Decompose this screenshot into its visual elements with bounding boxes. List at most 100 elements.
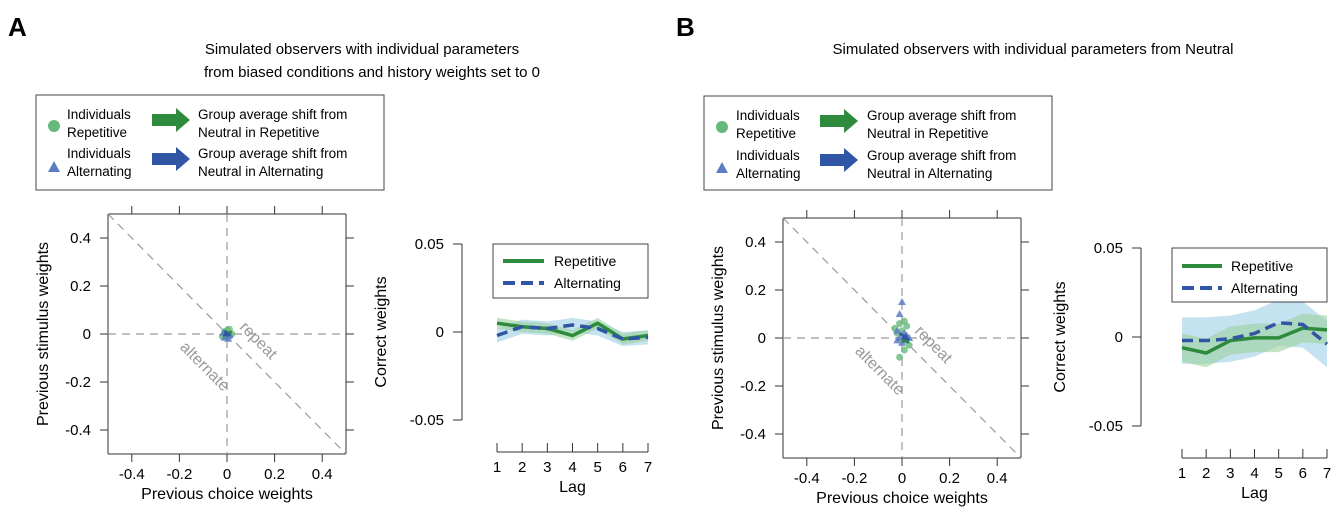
line-legend-alternating: Alternating (554, 275, 621, 291)
repetitive-arrow-icon (820, 109, 858, 133)
repetitive-point (903, 322, 911, 330)
y-tick-label: -0.4 (740, 426, 766, 443)
y-tick-label: 0 (758, 330, 766, 347)
panel-title-line-1: Simulated observers with individual para… (832, 41, 1233, 58)
repetitive-point (905, 341, 913, 349)
legend-shift-alt-1: Group average shift from (867, 148, 1016, 163)
x-tick-label: 6 (619, 459, 627, 476)
repeat-annotation: repeat (236, 319, 280, 364)
x-tick-label: -0.2 (841, 470, 867, 487)
x-tick-label: 3 (1226, 465, 1234, 482)
legend-ind-rep-2: Repetitive (736, 126, 796, 141)
alternating-series-line (496, 323, 649, 341)
legend-shift-rep-1: Group average shift from (198, 107, 347, 122)
alternating-point (893, 326, 902, 334)
legend-shift-rep-2: Neutral in Repetitive (867, 126, 989, 141)
y-tick-label: -0.2 (65, 374, 91, 391)
repetitive-circle-icon (716, 121, 728, 133)
alternating-triangle-icon (48, 161, 60, 172)
line-plot-a: 0.05 0 -0.05 Correct weights 1 2 3 4 5 6 7 Lag (373, 236, 652, 496)
legend-ind-alt-2: Alternating (67, 164, 132, 179)
y-tick-label: 0.2 (70, 278, 91, 295)
panel-title-line-1: Simulated observers with individual para… (205, 41, 519, 58)
group-shift-arrowhead (222, 329, 231, 337)
line-legend-repetitive: Repetitive (1231, 258, 1293, 274)
x-tick-label: 4 (1250, 465, 1258, 482)
y-tick-label: 0.4 (745, 234, 766, 251)
x-tick-label: 5 (593, 459, 601, 476)
repetitive-circle-icon (48, 120, 60, 132)
x-tick-label: 1 (1178, 465, 1186, 482)
line-plot-b: 0.05 0 -0.05 Correct weights 1 2 3 4 5 6 7 Lag (1052, 240, 1331, 502)
legend-ind-alt-1: Individuals (67, 146, 131, 161)
x-tick-label: 2 (518, 459, 526, 476)
x-tick-label: 7 (1323, 465, 1331, 482)
x-tick-label: -0.2 (166, 466, 192, 483)
alternating-arrow-icon (152, 147, 190, 171)
repetitive-point (896, 353, 904, 361)
x-tick-label: 0.2 (264, 466, 285, 483)
alternating-series-line (1182, 321, 1329, 346)
scatter-plot-b: -0.4 -0.2 0 0.2 0.4 0.4 0.2 0 -0.2 -0.4 Previous c… (710, 210, 1029, 507)
y-tick-label: 0.05 (415, 236, 444, 253)
panel-letter: A (8, 12, 27, 42)
x-tick-label: 0 (223, 466, 231, 483)
confidence-band (1182, 313, 1327, 368)
panel-title-line-2: from biased conditions and history weigh… (204, 64, 540, 81)
alternating-point (898, 298, 906, 305)
group-shift-arrowhead (901, 333, 910, 341)
y-tick-label: 0 (83, 326, 91, 343)
y-tick-label: 0 (436, 324, 444, 341)
x-tick-label: 5 (1274, 465, 1282, 482)
x-tick-label: -0.4 (794, 470, 820, 487)
legend-ind-alt-2: Alternating (736, 166, 801, 181)
legend-ind-alt-1: Individuals (736, 148, 800, 163)
line-legend-a: Repetitive Alternating (492, 243, 649, 299)
line-legend-alternating: Alternating (1231, 280, 1298, 296)
alternate-annotation: alternate (176, 339, 232, 395)
legend-shift-alt-1: Group average shift from (198, 146, 347, 161)
x-axis-label: Lag (559, 479, 586, 496)
legend-box: Individuals Repetitive Group average shi… (703, 95, 1053, 191)
legend-ind-rep-1: Individuals (736, 108, 800, 123)
y-axis-label: Previous stimulus weights (710, 246, 727, 430)
alternating-arrow-icon (820, 148, 858, 172)
line-legend-b: Repetitive Alternating (1171, 247, 1328, 303)
alternating-point (224, 334, 233, 342)
x-tick-label: 0.4 (987, 470, 1008, 487)
repetitive-point (900, 346, 908, 354)
x-tick-label: 0.4 (312, 466, 333, 483)
y-axis-label: Correct weights (1052, 281, 1069, 392)
y-axis-label: Correct weights (373, 276, 390, 387)
x-tick-label: 3 (543, 459, 551, 476)
alternating-point (895, 310, 904, 317)
x-axis-label: Previous choice weights (816, 490, 988, 507)
x-tick-label: 7 (644, 459, 652, 476)
legend-shift-rep-1: Group average shift from (867, 108, 1016, 123)
panel-b: B Simulated observers with individual pa… (676, 12, 1331, 507)
alternate-annotation: alternate (851, 343, 907, 399)
y-tick-label: -0.05 (1089, 418, 1123, 435)
repeat-annotation: repeat (911, 323, 955, 368)
scatter-plot-a: -0.4 -0.2 0 0.2 0.4 0.4 0.2 0 -0.2 -0.4 Previous c… (35, 206, 354, 503)
y-tick-label: 0 (1115, 329, 1123, 346)
legend-box: Individuals Repetitive Group average shi… (35, 94, 385, 191)
y-tick-label: 0.05 (1094, 240, 1123, 257)
legend-shift-rep-2: Neutral in Repetitive (198, 125, 320, 140)
x-axis-label: Previous choice weights (141, 486, 313, 503)
legend-ind-rep-1: Individuals (67, 107, 131, 122)
y-tick-label: 0.2 (745, 282, 766, 299)
line-legend-repetitive: Repetitive (554, 253, 616, 269)
legend-shift-alt-2: Neutral in Alternating (867, 166, 992, 181)
y-tick-label: -0.05 (410, 412, 444, 429)
repetitive-series-line (1181, 326, 1328, 355)
x-tick-label: 4 (568, 459, 576, 476)
x-axis-label: Lag (1241, 485, 1268, 502)
x-tick-label: 2 (1202, 465, 1210, 482)
y-tick-label: 0.4 (70, 230, 91, 247)
y-tick-label: -0.4 (65, 422, 91, 439)
x-tick-label: 0.2 (939, 470, 960, 487)
confidence-band (497, 317, 648, 345)
legend-ind-rep-2: Repetitive (67, 125, 127, 140)
